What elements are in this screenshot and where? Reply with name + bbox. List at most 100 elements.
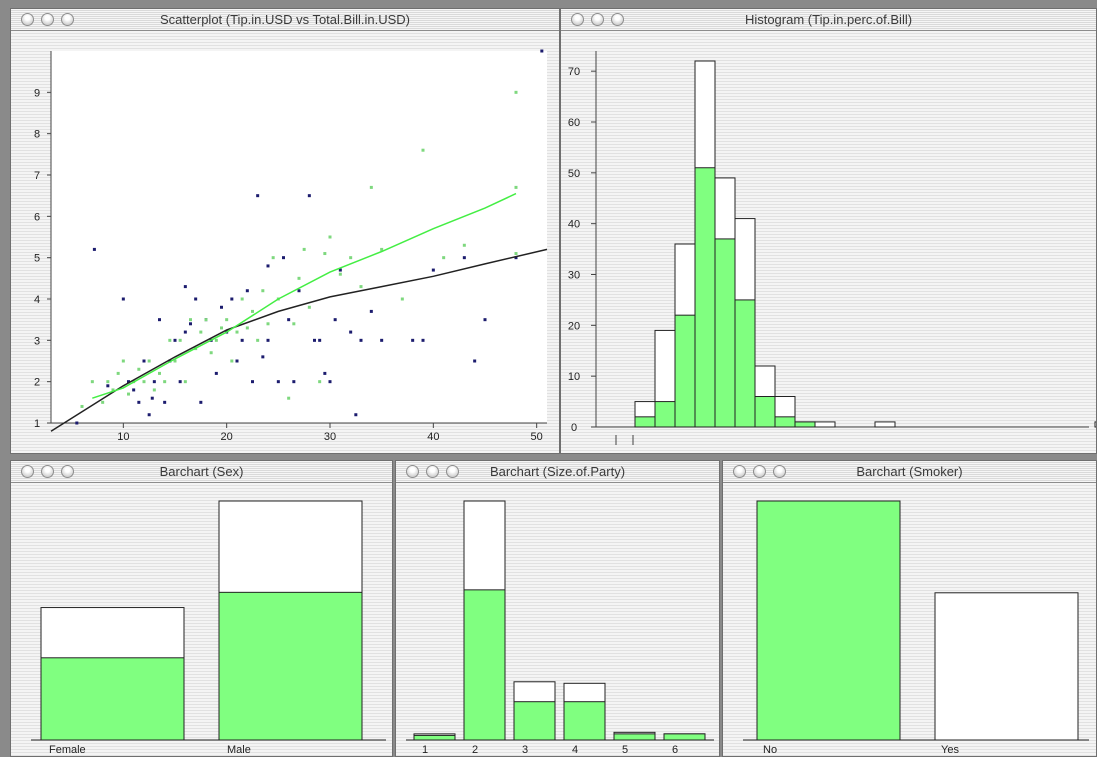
- minimize-button[interactable]: [591, 13, 604, 26]
- data-point-highlighted[interactable]: [199, 330, 203, 334]
- scatterplot-area[interactable]: 10 20 30 40 50 1 2 3 4 5 6 7 8 9: [11, 31, 559, 453]
- sex-chart-area[interactable]: Female Male: [11, 483, 392, 756]
- data-point-highlighted[interactable]: [266, 322, 270, 326]
- scatterplot-chart[interactable]: 10 20 30 40 50 1 2 3 4 5 6 7 8 9: [11, 31, 559, 453]
- minimize-button[interactable]: [41, 13, 54, 26]
- data-point[interactable]: [380, 338, 384, 342]
- smoker-titlebar[interactable]: Barchart (Smoker): [723, 461, 1096, 483]
- data-point[interactable]: [230, 297, 234, 301]
- data-point[interactable]: [92, 247, 96, 251]
- data-point[interactable]: [514, 256, 518, 260]
- minimize-button[interactable]: [753, 465, 766, 478]
- data-point-highlighted[interactable]: [235, 330, 239, 334]
- smoker-chart-area[interactable]: No Yes: [723, 483, 1096, 756]
- data-point[interactable]: [147, 413, 151, 417]
- data-point-highlighted[interactable]: [204, 318, 208, 322]
- data-point-highlighted[interactable]: [287, 396, 291, 400]
- histogram-bar-highlighted[interactable]: [634, 416, 656, 428]
- data-point-highlighted[interactable]: [101, 400, 105, 404]
- data-point[interactable]: [473, 359, 477, 363]
- data-point[interactable]: [235, 359, 239, 363]
- data-point-highlighted[interactable]: [106, 380, 110, 384]
- data-point[interactable]: [266, 338, 270, 342]
- data-point-highlighted[interactable]: [127, 392, 130, 396]
- zoom-button[interactable]: [61, 13, 74, 26]
- histogram-bar[interactable]: [1094, 421, 1096, 428]
- data-point[interactable]: [421, 338, 425, 342]
- histogram-bar-highlighted[interactable]: [714, 238, 736, 428]
- data-point[interactable]: [338, 268, 342, 272]
- data-point[interactable]: [462, 256, 466, 260]
- data-point[interactable]: [540, 49, 544, 53]
- data-point-highlighted[interactable]: [307, 305, 311, 309]
- bar-highlighted[interactable]: [663, 733, 706, 741]
- smoker-barchart[interactable]: No Yes: [723, 483, 1096, 757]
- zoom-button[interactable]: [446, 465, 459, 478]
- data-point-highlighted[interactable]: [514, 90, 518, 94]
- close-button[interactable]: [733, 465, 746, 478]
- histogram-bar-highlighted[interactable]: [674, 314, 696, 428]
- data-point-highlighted[interactable]: [256, 338, 260, 342]
- data-point-highlighted[interactable]: [137, 367, 141, 371]
- data-point-highlighted[interactable]: [302, 247, 306, 251]
- data-point[interactable]: [411, 338, 415, 342]
- data-point-highlighted[interactable]: [261, 289, 265, 293]
- bar[interactable]: [934, 592, 1079, 741]
- data-point-highlighted[interactable]: [292, 322, 296, 326]
- data-point-highlighted[interactable]: [359, 285, 363, 289]
- data-point[interactable]: [483, 318, 487, 322]
- data-point-highlighted[interactable]: [251, 309, 254, 313]
- bar-highlighted[interactable]: [218, 591, 363, 741]
- scatterplot-titlebar[interactable]: Scatterplot (Tip.in.USD vs Total.Bill.in…: [11, 9, 559, 31]
- size-chart-area[interactable]: 1 2 3 4 5 6: [396, 483, 719, 756]
- data-point-highlighted[interactable]: [116, 371, 120, 375]
- histogram-area[interactable]: 0 10 20 30 40 50 60 70: [561, 31, 1096, 453]
- data-point[interactable]: [158, 318, 161, 322]
- data-point[interactable]: [276, 380, 280, 384]
- bar-highlighted[interactable]: [613, 733, 656, 741]
- data-point-highlighted[interactable]: [80, 404, 84, 408]
- zoom-button[interactable]: [773, 465, 786, 478]
- data-point[interactable]: [137, 400, 141, 404]
- histogram-bar-highlighted[interactable]: [754, 396, 776, 428]
- histogram-bar-highlighted[interactable]: [654, 401, 676, 428]
- data-point-highlighted[interactable]: [318, 380, 322, 384]
- data-point-highlighted[interactable]: [421, 148, 425, 152]
- data-point[interactable]: [194, 297, 198, 301]
- data-point[interactable]: [150, 396, 154, 400]
- data-point-highlighted[interactable]: [514, 185, 518, 189]
- data-point-highlighted[interactable]: [328, 235, 332, 239]
- data-point-highlighted[interactable]: [338, 272, 342, 276]
- histogram-bar[interactable]: [814, 421, 836, 428]
- data-point[interactable]: [354, 413, 358, 417]
- data-point-highlighted[interactable]: [230, 359, 234, 363]
- data-point[interactable]: [266, 264, 270, 268]
- size-barchart[interactable]: 1 2 3 4 5 6: [396, 483, 719, 757]
- data-point[interactable]: [349, 330, 353, 334]
- bar-highlighted[interactable]: [563, 701, 606, 741]
- data-point-highlighted[interactable]: [240, 297, 244, 301]
- data-point[interactable]: [256, 194, 260, 198]
- data-point-highlighted[interactable]: [400, 297, 404, 301]
- data-point-highlighted[interactable]: [173, 359, 177, 363]
- data-point[interactable]: [333, 318, 337, 322]
- data-point[interactable]: [132, 388, 136, 392]
- data-point-highlighted[interactable]: [349, 256, 353, 260]
- data-point-highlighted[interactable]: [163, 380, 167, 384]
- data-point-highlighted[interactable]: [271, 256, 275, 260]
- bar-highlighted[interactable]: [756, 500, 901, 741]
- data-point[interactable]: [307, 194, 311, 198]
- sex-barchart[interactable]: Female Male: [11, 483, 392, 757]
- zoom-button[interactable]: [611, 13, 624, 26]
- data-point-highlighted[interactable]: [514, 252, 518, 256]
- data-point[interactable]: [75, 421, 79, 425]
- data-point[interactable]: [214, 371, 218, 375]
- bar-highlighted[interactable]: [413, 734, 456, 741]
- data-point[interactable]: [318, 338, 322, 342]
- histogram-chart[interactable]: 0 10 20 30 40 50 60 70: [561, 31, 1096, 453]
- data-point-highlighted[interactable]: [142, 380, 146, 384]
- data-point[interactable]: [359, 338, 363, 342]
- data-point[interactable]: [261, 355, 265, 359]
- histogram-bar-highlighted[interactable]: [774, 416, 796, 428]
- data-point[interactable]: [127, 380, 130, 384]
